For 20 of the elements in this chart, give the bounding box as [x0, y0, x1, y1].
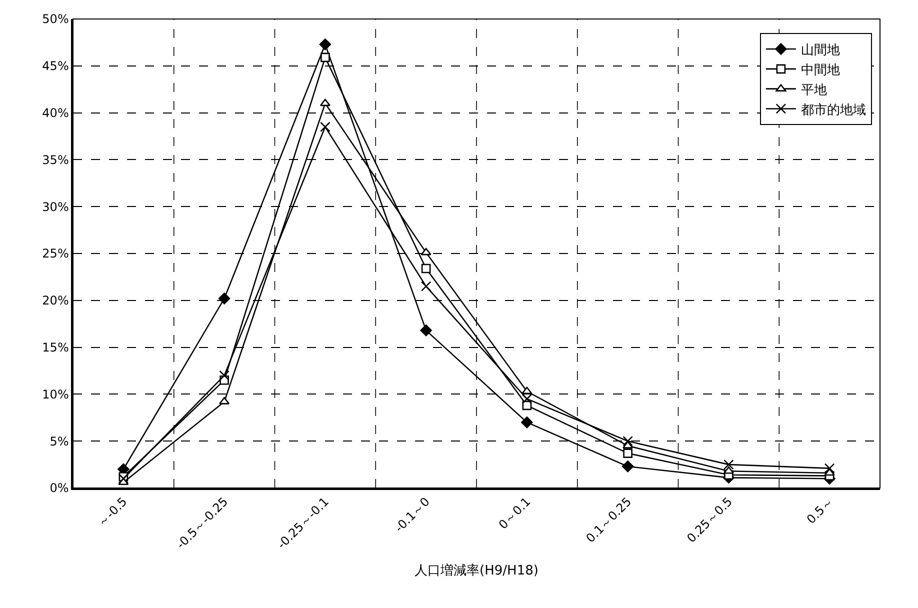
y-tick-label: 30%: [42, 200, 69, 214]
y-tick-label: 50%: [42, 12, 69, 26]
y-tick-label: 25%: [42, 246, 69, 261]
y-tick-label: 10%: [42, 387, 69, 402]
legend-label: 中間地: [800, 62, 840, 78]
legend-label: 山間地: [800, 43, 840, 58]
x-tick-label: -0.1～0: [392, 494, 432, 535]
y-tick-label: 35%: [42, 152, 69, 167]
y-tick-label: 0%: [50, 481, 69, 496]
legend-label: 都市的地域: [800, 102, 866, 118]
y-tick-label: 40%: [42, 106, 69, 120]
y-tick-label: 15%: [42, 340, 69, 354]
y-tick-label: 20%: [42, 294, 69, 308]
x-tick-label: 0～0.1: [496, 494, 534, 532]
y-tick-label: 5%: [50, 434, 69, 448]
x-axis-title: 人口増減率(H9/H18): [414, 562, 538, 579]
y-tick-label: 45%: [42, 59, 69, 74]
x-tick-label: 0.5～: [804, 494, 836, 526]
x-tick-label: ～-0.5: [94, 494, 130, 530]
legend-label: 平地: [800, 82, 827, 98]
